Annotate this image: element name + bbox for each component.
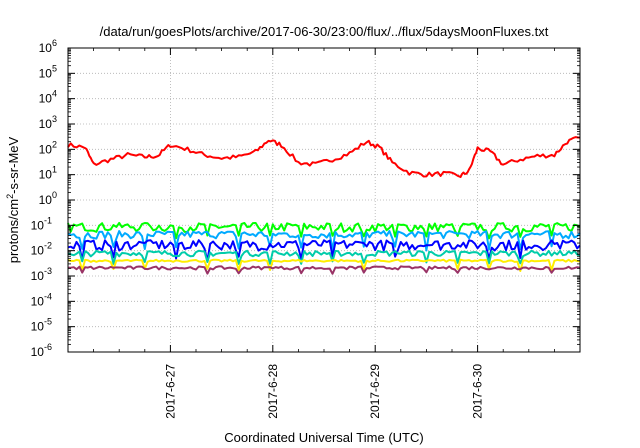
y-tick-label: 103 bbox=[39, 114, 57, 131]
y-tick-label: 10-2 bbox=[31, 241, 52, 258]
series-layer bbox=[67, 136, 581, 275]
series-line-3 bbox=[67, 239, 581, 262]
x-axis: 2017-6-27 2017-6-28 2017-6-29 2017-6-30 bbox=[93, 48, 555, 419]
y-tick-label: 105 bbox=[39, 63, 57, 80]
y-tick-label: 100 bbox=[39, 190, 57, 207]
x-tick-label: 2017-6-28 bbox=[266, 364, 280, 419]
series-line-5 bbox=[67, 258, 581, 272]
y-axis-title: protons/cm2-s-sr-MeV bbox=[5, 136, 21, 263]
y-tick-label: 10-5 bbox=[31, 317, 52, 334]
series-line-4 bbox=[67, 249, 581, 265]
series-line-1 bbox=[67, 221, 581, 240]
y-tick-label: 10-4 bbox=[31, 291, 52, 308]
series-line-0 bbox=[67, 136, 581, 178]
y-tick-label: 10-6 bbox=[31, 342, 52, 359]
series-line-2 bbox=[67, 230, 581, 252]
x-tick-label: 2017-6-27 bbox=[163, 364, 177, 419]
y-tick-label: 101 bbox=[39, 165, 57, 182]
y-tick-label: 104 bbox=[39, 89, 57, 106]
x-tick-label: 2017-6-29 bbox=[368, 364, 382, 419]
x-tick-label: 2017-6-30 bbox=[471, 364, 485, 419]
y-tick-label: 10-3 bbox=[31, 266, 52, 283]
x-axis-title: Coordinated Universal Time (UTC) bbox=[224, 430, 423, 445]
series-line-6 bbox=[67, 265, 581, 275]
chart-title: /data/run/goesPlots/archive/2017-06-30/2… bbox=[100, 24, 549, 39]
grid-layer bbox=[68, 48, 580, 352]
y-tick-label: 10-1 bbox=[31, 215, 52, 232]
y-axis: 10-6 10-5 10-4 10-3 10-2 10-1 100 101 102 103 104 1… bbox=[31, 38, 580, 359]
y-tick-label: 106 bbox=[39, 38, 57, 55]
y-tick-label: 102 bbox=[39, 139, 57, 156]
